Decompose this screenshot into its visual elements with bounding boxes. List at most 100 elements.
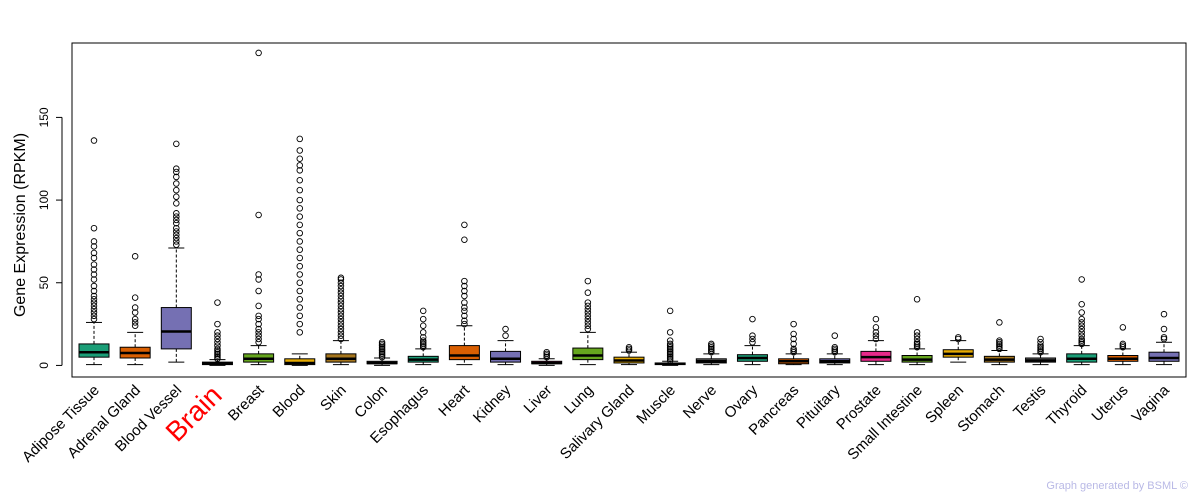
outlier-point	[1037, 339, 1044, 346]
outlier-point	[666, 348, 674, 356]
outlier-point	[90, 266, 98, 273]
outlier-point	[173, 228, 180, 235]
outlier-point	[419, 337, 427, 344]
plot-frame	[71, 42, 1187, 378]
x-tick-label: Kidney	[470, 381, 515, 426]
outlier-point	[173, 234, 180, 242]
outlier-point	[173, 216, 180, 224]
outlier-point	[666, 343, 674, 351]
box-heart	[448, 345, 480, 361]
outlier-point	[337, 299, 345, 306]
outlier-point	[173, 173, 180, 181]
outlier-point	[214, 355, 221, 363]
outlier-point	[790, 330, 797, 338]
outlier-point	[1037, 342, 1044, 349]
outlier-point	[378, 343, 386, 351]
outlier-point	[255, 302, 262, 310]
outlier-point	[1119, 343, 1127, 351]
outlier-point	[1078, 309, 1085, 316]
outlier-point	[913, 332, 921, 339]
y-tick-label: 150	[37, 107, 51, 127]
outlier-point	[790, 345, 797, 353]
x-tick-label: Thyroid	[1043, 382, 1090, 429]
outlier-point	[1078, 335, 1085, 343]
outlier-point	[708, 342, 715, 349]
outlier-point	[461, 277, 468, 285]
outlier-point	[173, 219, 180, 227]
outlier-point	[1078, 337, 1085, 344]
outlier-point	[296, 229, 304, 237]
outlier-point	[296, 213, 304, 220]
outlier-point	[708, 345, 715, 353]
outlier-point	[214, 320, 221, 328]
outlier-point	[90, 312, 98, 320]
outlier-point	[255, 49, 262, 57]
outlier-point	[214, 352, 221, 359]
outlier-point	[461, 317, 468, 325]
outlier-point	[90, 261, 98, 268]
outlier-point	[1078, 300, 1085, 308]
outlier-point	[461, 307, 468, 315]
outlier-point	[378, 339, 386, 346]
outlier-point	[1037, 345, 1044, 353]
outlier-point	[666, 340, 674, 348]
x-tick-label: Nerve	[680, 382, 720, 422]
outlier-point	[337, 276, 345, 283]
x-tick-label: Breast	[225, 381, 268, 424]
outlier-point	[173, 210, 180, 217]
outlier-point	[296, 176, 304, 184]
outlier-point	[461, 287, 468, 295]
outlier-point	[296, 147, 304, 154]
outlier-point	[214, 339, 221, 346]
outlier-point	[255, 332, 262, 339]
outlier-point	[337, 296, 345, 303]
outlier-point	[1037, 343, 1044, 351]
outlier-point	[90, 224, 98, 232]
outlier-point	[749, 339, 756, 346]
outlier-point	[666, 345, 674, 353]
outlier-point	[666, 353, 674, 361]
outlier-point	[337, 315, 345, 323]
y-tick-label: 50	[37, 276, 51, 290]
outlier-point	[666, 347, 674, 354]
outlier-point	[872, 329, 880, 336]
outlier-point	[872, 332, 880, 339]
outlier-point	[255, 325, 262, 333]
outlier-point	[666, 350, 674, 358]
outlier-point	[173, 168, 180, 176]
outlier-point	[337, 322, 345, 329]
outlier-point	[461, 292, 468, 300]
outlier-point	[666, 329, 674, 336]
outlier-point	[173, 231, 180, 239]
outlier-point	[337, 274, 345, 282]
outlier-point	[337, 329, 345, 336]
outlier-point	[337, 309, 345, 316]
outlier-point	[790, 335, 797, 343]
outlier-point	[461, 299, 468, 306]
outlier-point	[543, 353, 550, 361]
outlier-point	[296, 246, 304, 253]
outlier-point	[1078, 332, 1085, 339]
outlier-point	[584, 302, 592, 310]
outlier-point	[831, 345, 839, 353]
outlier-point	[255, 320, 262, 328]
outlier-point	[337, 312, 345, 320]
outlier-point	[666, 307, 674, 315]
outlier-point	[461, 312, 468, 320]
outlier-point	[913, 335, 921, 343]
outlier-point	[502, 332, 509, 339]
outlier-point	[913, 329, 921, 336]
outlier-point	[90, 296, 98, 303]
box-adipose-tissue	[78, 343, 110, 358]
outlier-point	[954, 334, 962, 341]
outlier-point	[790, 347, 797, 354]
outlier-point	[625, 345, 633, 353]
outlier-point	[872, 324, 880, 331]
outlier-point	[337, 335, 345, 343]
x-tick-label: Testis	[1010, 382, 1049, 421]
outlier-point	[1037, 335, 1044, 343]
outlier-point	[214, 335, 221, 343]
outlier-point	[1078, 319, 1085, 326]
outlier-point	[337, 289, 345, 296]
outlier-point	[90, 287, 98, 295]
